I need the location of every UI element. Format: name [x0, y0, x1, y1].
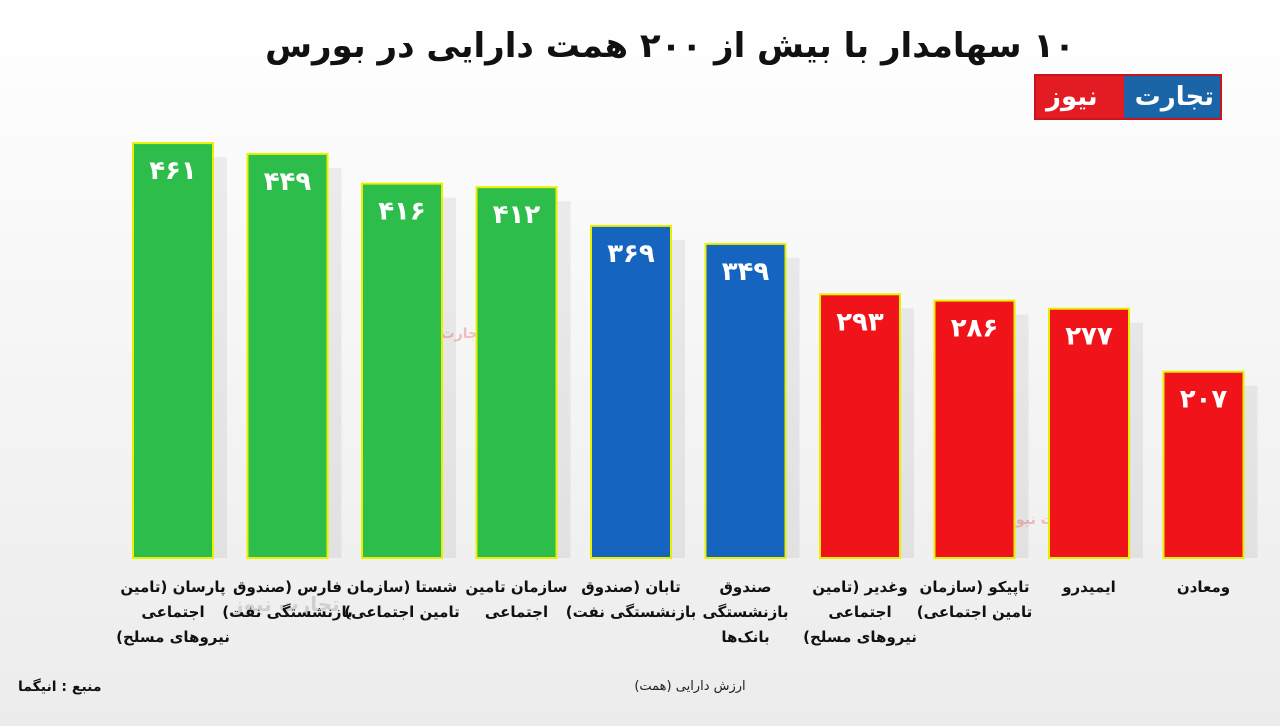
- category-label: بازنشستگی نفت): [566, 603, 696, 621]
- watermark: تجارت نیوز: [232, 592, 340, 616]
- bar: [361, 182, 443, 559]
- category-label: بازنشستگی: [702, 603, 788, 621]
- category-label: سازمان تامین: [465, 578, 567, 596]
- bar-value-label: ۴۱۶: [378, 197, 426, 227]
- bar-value-label: ۳۴۹: [722, 257, 770, 287]
- logo-blue-panel: [1124, 76, 1220, 118]
- source-note: منبع : انیگما: [18, 679, 102, 695]
- bar-value-label: ۴۱۲: [493, 200, 541, 230]
- category-label: فارس (صندوق: [233, 578, 342, 596]
- bar-value-label: ۲۷۷: [1065, 322, 1113, 352]
- category-label: نیروهای مسلح): [803, 628, 917, 646]
- category-label: شستا (سازمان: [347, 578, 458, 596]
- bar: [246, 152, 329, 559]
- bar: [704, 242, 787, 559]
- category-label: صندوق: [719, 578, 771, 596]
- bar: [933, 299, 1016, 559]
- bar-value-label: ۴۴۹: [264, 167, 312, 197]
- category-label: نیروهای مسلح): [116, 628, 230, 646]
- bar: [1048, 307, 1130, 560]
- bar-value-label: ۲۸۶: [951, 314, 999, 344]
- logo-word-right: تجارت: [1134, 82, 1214, 112]
- category-label: اجتماعی: [141, 603, 204, 621]
- page-title: ۱۰ سهامدار با بیش از ۲۰۰ همت دارایی در ب…: [265, 26, 1075, 66]
- x-axis-label: ارزش دارایی (همت): [634, 679, 746, 694]
- category-label: تابان (صندوق: [581, 578, 680, 596]
- bar: [475, 186, 558, 559]
- category-label: تامین اجتماعی): [917, 603, 1032, 621]
- brand-logo: تجارت نیوز: [1034, 74, 1222, 120]
- category-label: بانک‌ها: [721, 628, 769, 646]
- category-label: ومعادن: [1177, 578, 1230, 596]
- category-label: اجتماعی: [485, 603, 548, 621]
- bar: [819, 293, 901, 559]
- logo-word-left: نیوز: [1046, 82, 1098, 112]
- bar-value-label: ۳۶۹: [607, 239, 655, 269]
- category-label: وغدیر (تامین: [812, 578, 907, 596]
- bar: [590, 224, 672, 559]
- category-label: اجتماعی: [828, 603, 891, 621]
- category-label: تامین اجتماعی): [344, 603, 459, 621]
- category-label: تاپیکو (سازمان: [920, 578, 1030, 597]
- bar: [132, 142, 214, 559]
- bar-value-label: ۲۹۳: [836, 307, 884, 337]
- category-label: بازنشستگی نفت): [222, 603, 352, 621]
- bar-value-label: ۲۰۷: [1180, 385, 1228, 415]
- bar-value-label: ۴۶۱: [149, 156, 197, 186]
- category-label: ایمیدرو: [1061, 578, 1116, 596]
- category-label: پارسان (تامین: [120, 578, 225, 597]
- bar: [1162, 370, 1245, 560]
